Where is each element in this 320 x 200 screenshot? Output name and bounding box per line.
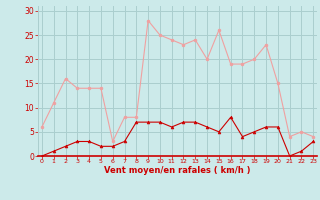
X-axis label: Vent moyen/en rafales ( km/h ): Vent moyen/en rafales ( km/h ) [104,166,251,175]
